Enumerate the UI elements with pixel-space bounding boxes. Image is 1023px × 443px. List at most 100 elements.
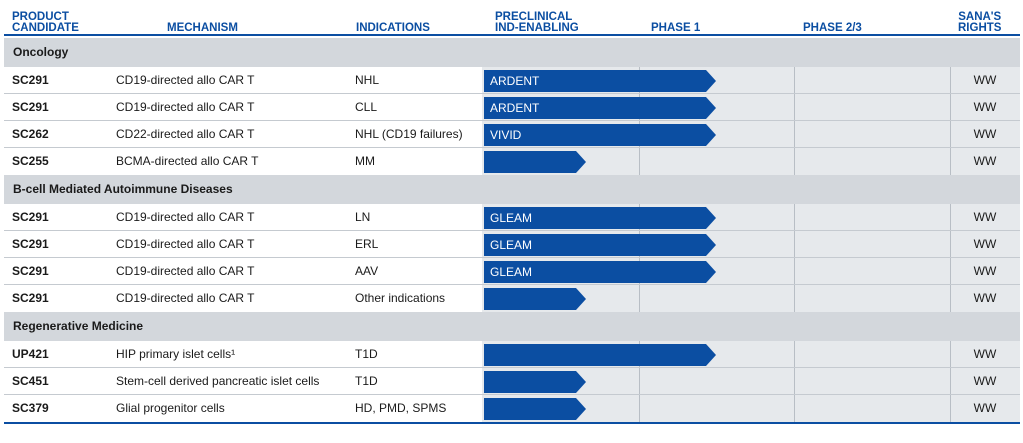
progress-arrow-shape [484, 234, 716, 256]
phase-divider [639, 204, 640, 312]
mechanism: CD19-directed allo CAR T [116, 73, 255, 87]
row-divider [4, 367, 1020, 368]
mechanism: CD22-directed allo CAR T [116, 127, 255, 141]
product-candidate: SC451 [12, 374, 49, 388]
phase-divider [794, 204, 795, 312]
progress-bar: GLEAM [484, 261, 716, 283]
progress-arrow-shape [484, 371, 586, 393]
progress-arrow [484, 398, 586, 420]
indication: NHL [355, 73, 380, 87]
header-preclinical-line1: PRECLINICAL [495, 11, 573, 23]
phase-divider [794, 67, 795, 175]
trial-name: GLEAM [490, 265, 533, 279]
table-row: SC262 CD22-directed allo CAR T NHL (CD19 f… [4, 121, 1020, 148]
indication: AAV [355, 264, 379, 278]
table-bottom-rule [4, 422, 1020, 424]
sana-rights: WW [973, 347, 997, 361]
progress-arrow-shape [484, 288, 586, 310]
indication: T1D [355, 374, 378, 388]
progress-arrow [484, 261, 716, 283]
header-indications: INDICATIONS [356, 22, 430, 34]
row-divider [4, 284, 1020, 285]
trial-name: VIVID [490, 128, 522, 142]
sana-rights: WW [973, 100, 997, 114]
table-row: SC291 CD19-directed allo CAR T CLL WW [4, 94, 1020, 121]
phase-divider [794, 341, 795, 422]
product-candidate: SC291 [12, 210, 49, 224]
section-header: Regenerative Medicine [4, 312, 1020, 341]
table-row: SC379 Glial progenitor cells HD, PMD, SPMS… [4, 395, 1020, 422]
rights-area [950, 204, 1020, 312]
progress-arrow-shape [484, 398, 586, 420]
table-row: SC291 CD19-directed allo CAR T Other indic… [4, 285, 1020, 312]
section-title: Oncology [13, 45, 69, 59]
sana-rights: WW [973, 264, 997, 278]
table-row: SC255 BCMA-directed allo CAR T MM WW [4, 148, 1020, 175]
table-row: UP421 HIP primary islet cells¹ T1D WW [4, 341, 1020, 368]
row-divider [4, 230, 1020, 231]
header-rights: SANA'S RIGHTS [958, 12, 1001, 33]
mechanism: CD19-directed allo CAR T [116, 237, 255, 251]
header-candidate-line2: CANDIDATE [12, 21, 79, 34]
table-row: SC451 Stem-cell derived pancreatic islet … [4, 368, 1020, 395]
sana-rights: WW [973, 291, 997, 305]
progress-arrow-shape [484, 207, 716, 229]
phase-divider [950, 204, 951, 312]
sana-rights: WW [973, 401, 997, 415]
progress-bar: ARDENT [484, 97, 716, 119]
sana-rights: WW [973, 237, 997, 251]
product-candidate: SC291 [12, 73, 49, 87]
section-header: Oncology [4, 38, 1020, 67]
phase-divider [950, 67, 951, 175]
trial-name: GLEAM [490, 211, 533, 225]
progress-bar: GLEAM [484, 234, 716, 256]
progress-arrow [484, 207, 716, 229]
sana-rights: WW [973, 73, 997, 87]
product-candidate: SC291 [12, 264, 49, 278]
progress-arrow [484, 288, 586, 310]
progress-arrow-shape [484, 124, 716, 146]
mechanism: CD19-directed allo CAR T [116, 264, 255, 278]
indication: T1D [355, 347, 378, 361]
sana-rights: WW [973, 127, 997, 141]
progress-arrow [484, 97, 716, 119]
row-divider [4, 93, 1020, 94]
phase-divider [639, 341, 640, 422]
product-candidate: SC255 [12, 154, 49, 168]
progress-bar [484, 344, 716, 366]
mechanism: CD19-directed allo CAR T [116, 291, 255, 305]
progress-arrow [484, 234, 716, 256]
progress-arrow [484, 124, 716, 146]
header-preclinical: PRECLINICAL IND-ENABLING [495, 12, 579, 33]
progress-arrow-shape [484, 97, 716, 119]
table-row: SC291 CD19-directed allo CAR T AAV WW [4, 258, 1020, 285]
table-row: SC291 CD19-directed allo CAR T ERL WW [4, 231, 1020, 258]
mechanism: Stem-cell derived pancreatic islet cells [116, 374, 320, 388]
product-candidate: SC291 [12, 100, 49, 114]
product-candidate: SC291 [12, 237, 49, 251]
table-row: SC291 CD19-directed allo CAR T NHL WW [4, 67, 1020, 94]
section-title: B-cell Mediated Autoimmune Diseases [13, 182, 233, 196]
progress-arrow-shape [484, 261, 716, 283]
header-mechanism: MECHANISM [167, 22, 238, 34]
indication: NHL (CD19 failures) [355, 127, 463, 141]
progress-arrow-shape [484, 70, 716, 92]
product-candidate: UP421 [12, 347, 49, 361]
rights-area [950, 341, 1020, 422]
indication: HD, PMD, SPMS [355, 401, 447, 415]
row-divider [4, 147, 1020, 148]
mechanism: CD19-directed allo CAR T [116, 100, 255, 114]
header-rights-line2: RIGHTS [958, 21, 1002, 34]
mechanism: BCMA-directed allo CAR T [116, 154, 259, 168]
trial-name: ARDENT [490, 74, 540, 88]
table-row: SC291 CD19-directed allo CAR T LN WW [4, 204, 1020, 231]
section-title: Regenerative Medicine [13, 319, 144, 333]
trial-name: ARDENT [490, 101, 540, 115]
sana-rights: WW [973, 374, 997, 388]
progress-bar: ARDENT [484, 70, 716, 92]
progress-arrow [484, 344, 716, 366]
mechanism: Glial progenitor cells [116, 401, 225, 415]
product-candidate: SC379 [12, 401, 49, 415]
mechanism: CD19-directed allo CAR T [116, 210, 255, 224]
